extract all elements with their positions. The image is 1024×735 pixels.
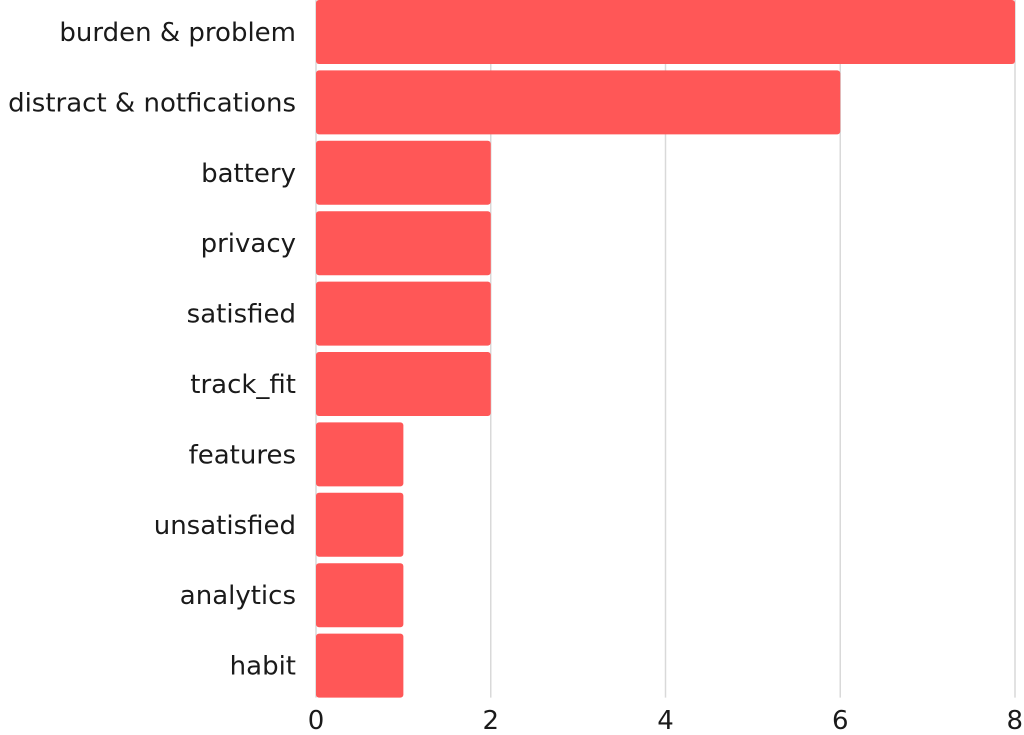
category-label: burden & problem [59,18,296,48]
x-tick-label: 8 [1006,706,1023,735]
bar-distract-notfications [316,70,841,135]
bar-unsatisfied [316,492,404,557]
category-label: habit [230,652,296,682]
category-labels: burden & problem distract & notfications b… [8,18,296,682]
bar-burden-problem [316,0,1015,64]
category-label: analytics [180,581,296,611]
bar-privacy [316,211,491,276]
category-label: privacy [201,229,296,259]
x-tick-label: 2 [482,706,499,735]
bar-habit [316,633,404,698]
x-tick-label: 6 [832,706,849,735]
bars-layer [316,0,1015,698]
category-label: track_fit [190,370,296,400]
x-tick-label: 0 [308,706,325,735]
bar-satisfied [316,281,491,346]
category-label: distract & notfications [8,88,296,118]
bar-features [316,422,404,487]
category-label: features [189,440,296,470]
bar-analytics [316,563,404,628]
bar-battery [316,140,491,205]
x-tick-label: 4 [657,706,674,735]
category-label: satisfied [187,300,296,330]
x-tick-labels: 0 2 4 6 8 [308,706,1023,735]
bar-track-fit [316,352,491,416]
category-label: battery [201,159,296,189]
category-label: unsatisfied [154,511,296,541]
